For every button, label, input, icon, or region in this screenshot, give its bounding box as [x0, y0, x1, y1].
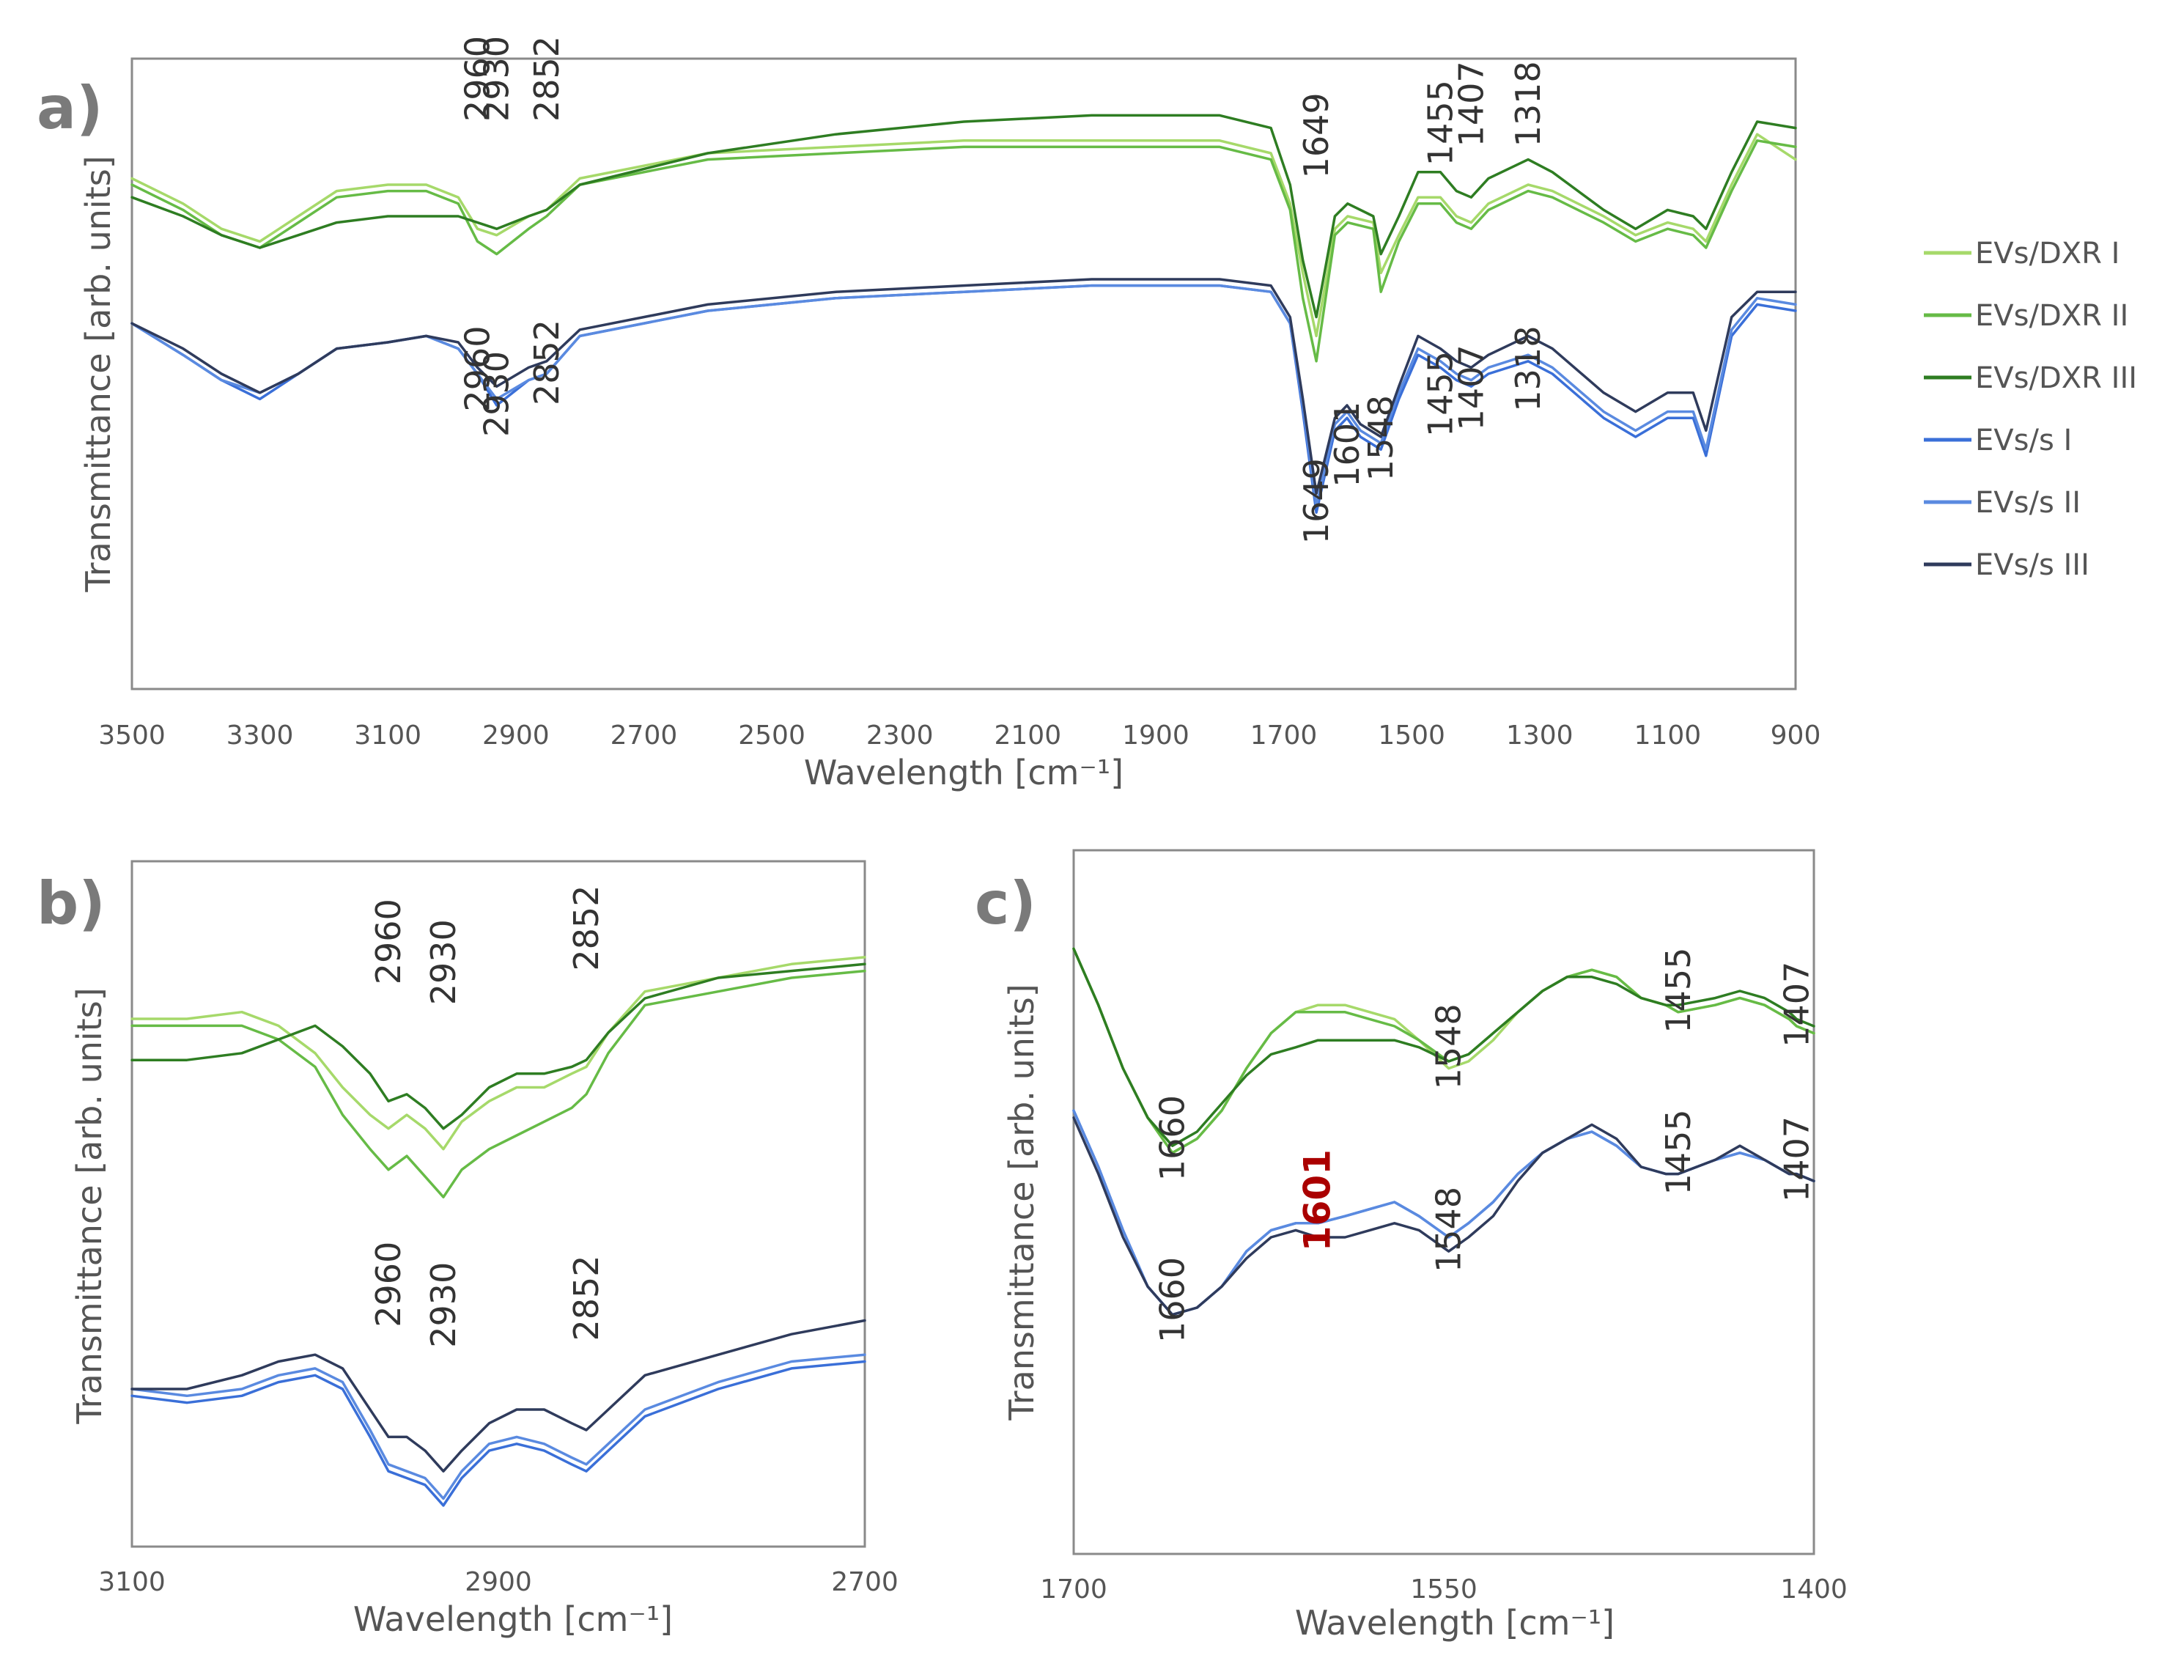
panel-b: b) 2960 2930 2852 2960 2930 2852 3100 2900 2700… [37, 860, 899, 1639]
series-line-evs-dxr-iii [130, 114, 1797, 319]
series-line-evs-s-iii [130, 278, 1797, 495]
panel-b-label: b) [37, 869, 106, 937]
panel-b-frame [130, 860, 866, 1548]
panel-c-xticks: 1700 1550 1400 [1040, 1574, 1848, 1605]
x-tick-label: 2900 [465, 1567, 532, 1597]
peak-label: 2960 [369, 1242, 408, 1327]
x-tick-label: 1700 [1040, 1574, 1107, 1605]
x-tick-label: 3100 [98, 1567, 166, 1597]
peak-label: 2852 [527, 36, 567, 122]
panel-b-annotations: 2960 2930 2852 2960 2930 2852 [369, 885, 606, 1348]
series-line-evs-s-iii [130, 1319, 866, 1473]
peak-label: 1407 [1451, 61, 1491, 147]
peak-label: 1455 [1420, 80, 1460, 166]
series-line-evs-s-iii [1072, 1116, 1815, 1316]
x-tick-label: 3100 [354, 721, 421, 751]
series-line-evs-dxr-i [130, 133, 1797, 338]
legend-label: EVs/s I [1975, 424, 2072, 457]
x-tick-label: 1300 [1506, 721, 1574, 751]
x-tick-label: 1400 [1780, 1574, 1848, 1605]
panel-a-xticks: 3500 3300 3100 2900 2700 2500 2300 2100 1900 1700… [98, 721, 1820, 751]
peak-label: 1455 [1659, 948, 1698, 1034]
panel-a-xlabel: Wavelength [cm⁻¹] [804, 753, 1124, 792]
peak-label: 1455 [1420, 351, 1460, 437]
panel-c-annotations: 1660 1548 1455 1407 1660 1601 1548 1455 1407 [1153, 948, 1817, 1343]
peak-label: 1318 [1508, 61, 1548, 147]
x-tick-label: 2100 [994, 721, 1061, 751]
peak-label: 1649 [1296, 92, 1336, 178]
peak-label: 1318 [1508, 326, 1548, 412]
peak-label-highlight: 1601 [1296, 1149, 1338, 1251]
x-tick-label: 1100 [1634, 721, 1702, 751]
peak-label: 1407 [1777, 1116, 1816, 1202]
panel-c-label: c) [975, 869, 1036, 937]
peak-label: 1660 [1153, 1095, 1192, 1181]
peak-label: 2930 [477, 351, 517, 437]
peak-label: 1601 [1327, 402, 1367, 487]
panel-c-ylabel: Transmittance [arb. units] [1002, 984, 1041, 1421]
panel-b-ylabel: Transmittance [arb. units] [70, 987, 109, 1424]
peak-label: 2930 [424, 1262, 463, 1348]
legend-label: EVs/s II [1975, 486, 2081, 520]
legend: EVs/DXR I EVs/DXR II EVs/DXR III EVs/s I EVs… [1924, 237, 2137, 582]
x-tick-label: 2900 [482, 721, 550, 751]
peak-label: 2960 [458, 36, 498, 122]
peak-label: 1548 [1429, 1003, 1469, 1089]
peak-label: 2852 [567, 1255, 606, 1341]
x-tick-label: 3500 [98, 721, 166, 751]
series-line-evs-dxr-ii [130, 139, 1797, 363]
x-tick-label: 2700 [610, 721, 678, 751]
series-line-evs-dxr-i [130, 956, 866, 1151]
panel-c-series [1072, 947, 1815, 1316]
peak-label: 2960 [458, 326, 498, 412]
x-tick-label: 1700 [1250, 721, 1318, 751]
series-line-evs-dxr-iii [130, 962, 866, 1130]
series-line-evs-s-i [130, 1360, 866, 1507]
panel-b-series [130, 956, 866, 1507]
peak-label: 2930 [424, 919, 463, 1005]
panel-a-frame [130, 57, 1797, 690]
x-tick-label: 3300 [226, 721, 294, 751]
panel-a-label: a) [37, 74, 103, 142]
panel-b-xlabel: Wavelength [cm⁻¹] [353, 1599, 673, 1639]
series-line-evs-dxr-iii [1072, 947, 1815, 1147]
series-line-evs-s-ii [130, 1353, 866, 1500]
panel-b-xticks: 3100 2900 2700 [98, 1567, 899, 1597]
peak-label: 2960 [369, 899, 408, 984]
peak-label: 1548 [1361, 395, 1401, 481]
legend-label: EVs/DXR III [1975, 361, 2137, 395]
legend-label: EVs/DXR II [1975, 299, 2128, 333]
peak-label: 1548 [1429, 1187, 1469, 1272]
x-tick-label: 1900 [1122, 721, 1189, 751]
panel-c-frame [1072, 849, 1815, 1555]
panel-a-ylabel: Transmittance [arb. units] [78, 155, 118, 592]
peak-label: 2852 [567, 885, 606, 971]
panel-a-series [130, 114, 1797, 514]
x-tick-label: 1500 [1378, 721, 1445, 751]
series-line-evs-dxr-ii [130, 969, 866, 1198]
peak-label: 1407 [1777, 962, 1816, 1047]
peak-label: 2852 [527, 320, 567, 405]
peak-label: 1407 [1451, 345, 1491, 430]
x-tick-label: 2500 [738, 721, 805, 751]
x-tick-label: 900 [1771, 721, 1821, 751]
x-tick-label: 2300 [866, 721, 934, 751]
legend-label: EVs/DXR I [1975, 237, 2120, 270]
peak-label: 1649 [1296, 458, 1336, 544]
peak-label: 2930 [477, 36, 517, 122]
peak-label: 1660 [1153, 1257, 1192, 1343]
panel-c-xlabel: Wavelength [cm⁻¹] [1295, 1603, 1615, 1643]
x-tick-label: 1550 [1410, 1574, 1477, 1605]
legend-label: EVs/s III [1975, 548, 2089, 582]
x-tick-label: 2700 [831, 1567, 899, 1597]
peak-label: 1455 [1659, 1109, 1698, 1195]
